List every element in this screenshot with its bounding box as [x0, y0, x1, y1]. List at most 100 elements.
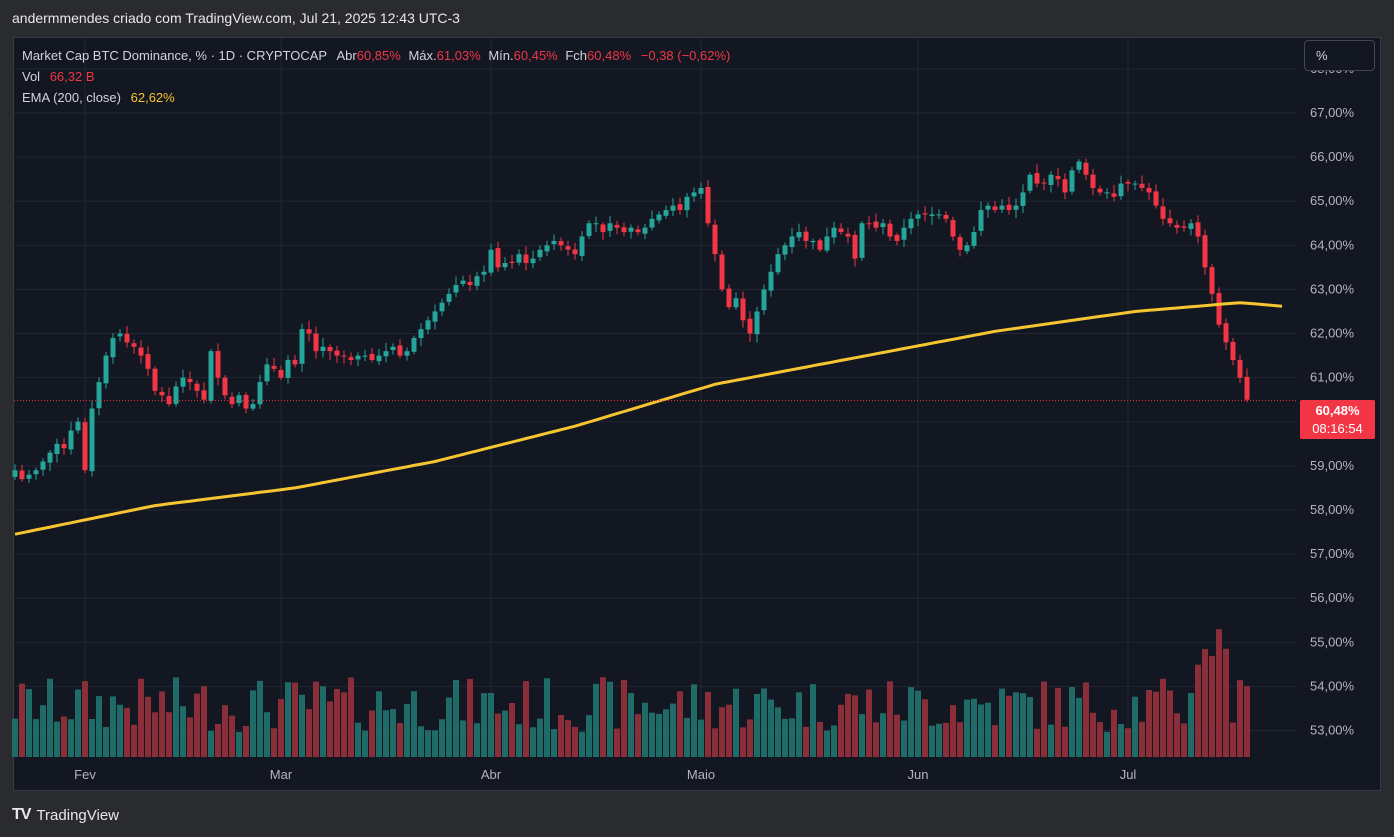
- candle-body: [1160, 206, 1166, 219]
- ema-line: [14, 301, 1283, 536]
- volume-bar: [271, 728, 277, 757]
- volume-bar: [82, 681, 88, 757]
- volume-bar: [383, 710, 389, 757]
- candle-body: [411, 337, 417, 352]
- volume-bar: [439, 719, 445, 757]
- volume-bar: [649, 712, 655, 757]
- tradingview-logo[interactable]: TV TradingView: [12, 806, 119, 824]
- ema-value: 62,62%: [130, 90, 175, 105]
- volume-bar: [40, 705, 46, 757]
- volume-bar: [971, 698, 977, 757]
- candle-body: [1202, 235, 1208, 268]
- chart-frame[interactable]: [13, 37, 1381, 791]
- volume-bar: [187, 717, 193, 757]
- candle-body: [1118, 183, 1124, 197]
- high-value: 61,03%: [436, 48, 481, 63]
- candle-body: [278, 369, 284, 378]
- volume-bar: [103, 727, 109, 757]
- candle-body: [1209, 267, 1215, 294]
- candle-body: [397, 345, 403, 356]
- chart-legend: Market Cap BTC Dominance, % · 1D · CRYPT…: [22, 45, 730, 108]
- candle-body: [817, 240, 823, 250]
- volume-bar: [411, 691, 417, 757]
- candle-body: [82, 422, 88, 471]
- volume-bar: [516, 724, 522, 757]
- legend-ema-row[interactable]: EMA (200, close) 62,62%: [22, 87, 730, 108]
- candle-body: [880, 223, 886, 228]
- candle-body: [1139, 183, 1145, 188]
- volume-bar: [950, 705, 956, 757]
- candle-body: [439, 302, 445, 312]
- candle-body: [565, 246, 571, 250]
- volume-bar: [313, 681, 319, 757]
- symbol-title[interactable]: Market Cap BTC Dominance, % · 1D · CRYPT…: [22, 48, 327, 63]
- volume-bar: [418, 726, 424, 757]
- volume-bar: [54, 721, 60, 757]
- volume-bar: [943, 722, 949, 757]
- candle-body: [600, 224, 606, 233]
- candle-body: [180, 377, 186, 387]
- volume-bar: [397, 723, 403, 757]
- volume-bar: [446, 697, 452, 757]
- percent-scale-button[interactable]: %: [1304, 40, 1375, 71]
- volume-bar: [355, 722, 361, 757]
- candle-body: [719, 254, 725, 290]
- tradingview-logo-icon: TV: [12, 806, 31, 823]
- candle-body: [320, 346, 326, 352]
- candle-body: [159, 391, 165, 396]
- candle-body: [376, 355, 382, 362]
- candle-body: [187, 378, 193, 383]
- candle-body: [1167, 218, 1173, 224]
- candle-body: [810, 240, 816, 243]
- candle-body: [89, 408, 95, 472]
- y-tick-label: 59,00%: [1310, 458, 1355, 473]
- price-chart[interactable]: 68,00%67,00%66,00%65,00%64,00%63,00%62,0…: [0, 0, 1394, 800]
- candle-body: [390, 346, 396, 351]
- y-tick-label: 66,00%: [1310, 149, 1355, 164]
- candle-body: [551, 240, 557, 245]
- volume-bar: [222, 705, 228, 757]
- volume-bar: [803, 726, 809, 757]
- legend-symbol-row[interactable]: Market Cap BTC Dominance, % · 1D · CRYPT…: [22, 45, 730, 66]
- change-value: −0,38 (−0,62%): [640, 48, 731, 63]
- volume-bar: [341, 692, 347, 757]
- volume-bar: [586, 715, 592, 757]
- candle-body: [75, 421, 81, 431]
- volume-bar: [1041, 681, 1047, 757]
- volume-bar: [817, 721, 823, 757]
- volume-bar: [173, 677, 179, 757]
- volume-bar: [621, 679, 627, 757]
- candle-body: [628, 227, 634, 232]
- volume-bar: [1237, 680, 1243, 757]
- volume-bar: [698, 719, 704, 757]
- legend-volume-row[interactable]: Vol 66,32 B: [22, 66, 730, 87]
- candle-body: [145, 354, 151, 369]
- x-tick-label: Maio: [687, 767, 715, 782]
- low-value: 60,45%: [513, 48, 558, 63]
- volume-bar: [502, 710, 508, 757]
- footer-bar: TV TradingView: [0, 800, 1394, 837]
- candle-body: [1090, 174, 1096, 188]
- candle-body: [985, 205, 991, 210]
- volume-bar: [754, 694, 760, 757]
- candle-body: [761, 289, 767, 311]
- candle-body: [19, 470, 25, 480]
- volume-bar: [131, 724, 137, 757]
- volume-bar: [1132, 696, 1138, 757]
- candle-body: [929, 214, 935, 217]
- volume-bar: [635, 714, 641, 757]
- candle-body: [1083, 162, 1089, 175]
- volume-bar: [404, 703, 410, 757]
- volume-bar: [362, 730, 368, 757]
- candle-body: [901, 227, 907, 240]
- candle-body: [446, 293, 452, 302]
- volume-bar: [1223, 648, 1229, 757]
- volume-bar: [1083, 682, 1089, 757]
- candle-body: [691, 192, 697, 197]
- chart-caption: andermmendes criado com TradingView.com,…: [12, 10, 460, 26]
- volume-bar: [761, 688, 767, 757]
- volume-bar: [782, 718, 788, 757]
- volume-bar: [488, 693, 494, 757]
- candle-body: [173, 386, 179, 404]
- candle-body: [873, 221, 879, 228]
